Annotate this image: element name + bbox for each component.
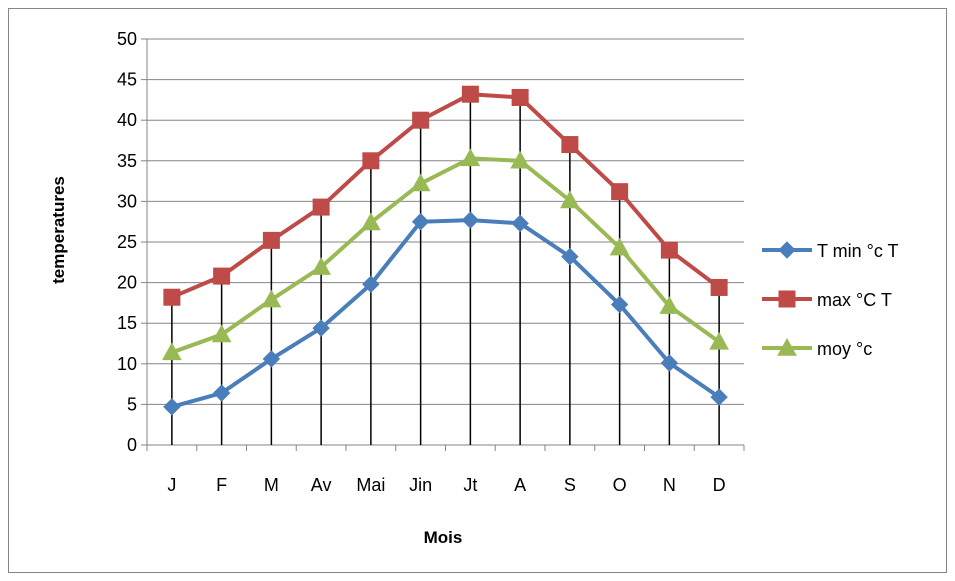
axes: [141, 38, 745, 451]
y-tick-label: 45: [117, 70, 137, 90]
x-tick-label: Mai: [356, 475, 385, 495]
legend-label: T min °c T: [817, 241, 899, 261]
y-tick-label: 50: [117, 29, 137, 49]
data-point: [262, 231, 280, 249]
data-point: [660, 241, 678, 259]
series-1: [163, 211, 728, 416]
x-tick-label: M: [264, 475, 279, 495]
gridlines: [147, 38, 744, 405]
data-point: [511, 88, 529, 106]
x-tick-label: D: [713, 475, 726, 495]
data-point: [262, 350, 281, 368]
x-tick-label: F: [216, 475, 227, 495]
y-tick-label: 20: [117, 273, 137, 293]
data-point: [609, 237, 630, 256]
data-point: [162, 342, 182, 361]
legend-label: moy °c: [817, 339, 872, 359]
data-point: [361, 212, 381, 231]
y-tick-labels: 0 5 10 15 20 25 30 35 40 45 50: [117, 29, 137, 455]
y-tick-label: 10: [117, 354, 137, 374]
data-point: [163, 398, 181, 416]
series-lines: [162, 85, 729, 416]
data-point: [312, 198, 330, 216]
y-tick-label: 25: [117, 232, 137, 252]
data-point: [709, 331, 729, 350]
data-point: [660, 354, 679, 372]
data-point: [362, 152, 380, 170]
data-point: [311, 257, 331, 275]
legend-swatch-marker: [778, 290, 796, 308]
legend-entry-3: moy °c: [762, 337, 872, 359]
data-point: [461, 85, 479, 103]
legend-swatch-marker: [777, 337, 797, 356]
data-point: [710, 388, 728, 406]
legend: T min °c T max °C T moy °c: [762, 241, 899, 359]
x-tick-label: N: [663, 475, 676, 495]
x-tick-label: O: [613, 475, 627, 495]
chart-frame: 0 5 10 15 20 25 30 35 40 45 50 J F M Av Mai Jin Jt A S O N D …: [8, 8, 947, 573]
legend-swatch-marker: [778, 241, 796, 259]
data-point: [163, 288, 181, 306]
x-tick-label: J: [167, 475, 176, 495]
x-tick-label: Av: [311, 475, 332, 495]
y-tick-label: 30: [117, 191, 137, 211]
data-point: [412, 111, 430, 129]
x-tick-label: S: [564, 475, 576, 495]
data-point: [211, 324, 232, 343]
data-point: [213, 267, 231, 285]
data-point: [610, 295, 629, 314]
data-point: [410, 173, 431, 192]
data-point: [659, 296, 680, 314]
data-point: [710, 278, 728, 296]
x-tick-label: Jt: [463, 475, 477, 495]
data-point: [212, 384, 231, 402]
y-tick-label: 15: [117, 313, 137, 333]
legend-entry-1: T min °c T: [762, 241, 899, 261]
x-tick-labels: J F M Av Mai Jin Jt A S O N D: [167, 475, 725, 495]
data-point: [561, 136, 579, 154]
data-point: [461, 211, 480, 229]
data-point: [312, 319, 330, 337]
data-point: [611, 183, 629, 201]
legend-label: max °C T: [817, 290, 892, 310]
legend-entry-2: max °C T: [762, 290, 892, 310]
y-tick-label: 35: [117, 151, 137, 171]
series-3: [162, 148, 729, 361]
series-line: [171, 218, 721, 409]
y-tick-label: 40: [117, 110, 137, 130]
x-tick-label: A: [514, 475, 526, 495]
y-axis-title: temperatures: [49, 176, 68, 284]
y-tick-label: 5: [127, 394, 137, 414]
data-point: [560, 190, 580, 209]
data-point: [411, 212, 430, 231]
data-point: [362, 275, 380, 293]
data-point: [561, 247, 579, 266]
series-2: [163, 85, 728, 306]
data-point: [261, 289, 282, 308]
x-tick-label: Jin: [409, 475, 432, 495]
data-point: [510, 150, 530, 169]
data-point: [460, 148, 481, 167]
y-tick-label: 0: [127, 435, 137, 455]
data-point: [511, 214, 529, 233]
x-axis-title: Mois: [424, 528, 463, 547]
